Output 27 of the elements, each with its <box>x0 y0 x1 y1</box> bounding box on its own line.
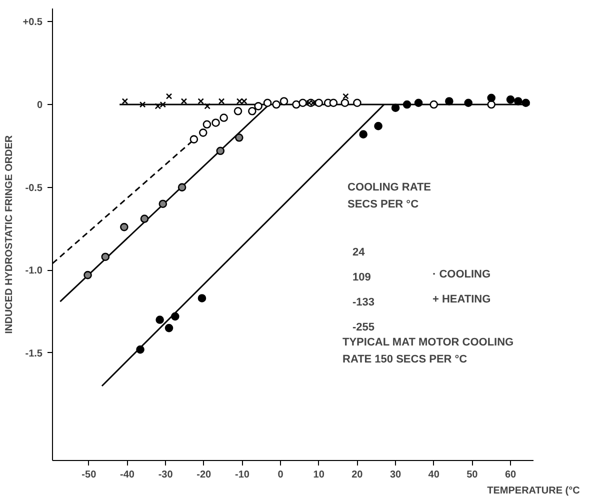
y-tick-label: +0.5 <box>22 17 43 28</box>
x-tick-label: -50 <box>82 470 97 480</box>
x-tick-label: -40 <box>120 470 135 480</box>
annotation: + HEATING <box>432 294 491 306</box>
y-tick-label: -0.5 <box>25 182 43 194</box>
annotation: COOLING RATE SECS PER °C <box>348 182 432 210</box>
y-axis-title: INDUCED HYDROSTATIC FRINGE ORDER <box>4 134 15 334</box>
x-tick-label: -20 <box>196 470 212 480</box>
x-tick-label: -10 <box>234 470 250 480</box>
x-tick-label: -30 <box>158 470 174 480</box>
annotation: -133 <box>352 296 375 308</box>
x-tick-label: 10 <box>313 470 325 480</box>
x-axis-title: TEMPERATURE (°C <box>487 486 580 496</box>
x-tick-label: 40 <box>428 470 440 480</box>
y-tick-label: 0 <box>36 100 43 112</box>
annotation: 109 <box>352 272 371 284</box>
x-tick-label: 20 <box>352 470 364 480</box>
annotation: · COOLING <box>432 268 491 280</box>
annotation: -255 <box>352 322 375 334</box>
y-tick-label: -1.0 <box>25 266 43 277</box>
annotation: TYPICAL MAT MOTOR COOLING RATE 150 SECS PER °C <box>342 336 514 366</box>
x-tick-label: 0 <box>278 470 284 480</box>
x-tick-label: 30 <box>390 470 402 480</box>
annotation: 24 <box>352 246 366 258</box>
y-tick-label: -1.5 <box>25 348 43 360</box>
x-tick-label: 60 <box>504 470 517 480</box>
x-tick-label: 50 <box>466 470 478 480</box>
